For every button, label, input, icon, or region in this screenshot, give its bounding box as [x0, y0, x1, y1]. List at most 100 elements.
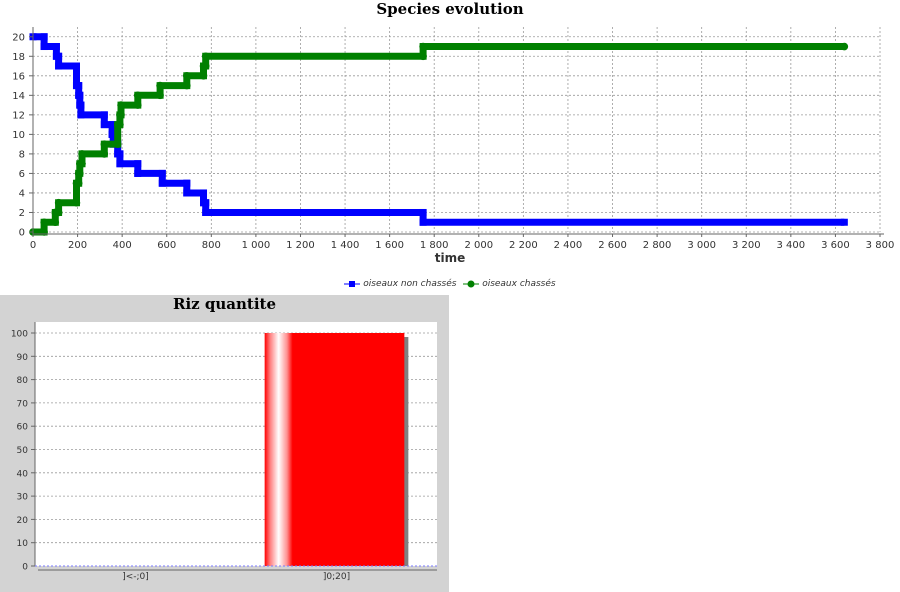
data-point: [54, 198, 63, 207]
legend-square-icon: [344, 280, 361, 287]
y-tick-label: 40: [17, 469, 29, 479]
data-point: [52, 43, 60, 51]
x-tick-label: 3 200: [732, 240, 761, 251]
data-point: [133, 91, 142, 100]
x-tick-label: 3 400: [777, 240, 806, 251]
data-point: [202, 208, 210, 216]
y-tick-label: 10: [17, 539, 29, 549]
y-tick-label: 2: [19, 208, 25, 219]
data-point: [419, 52, 427, 61]
data-point: [182, 72, 191, 80]
y-tick-label: 80: [17, 376, 29, 386]
y-tick-label: 18: [12, 52, 25, 63]
data-point: [109, 130, 117, 138]
data-point: [54, 208, 63, 217]
legend-circle-icon: [463, 280, 480, 287]
data-point: [183, 179, 191, 187]
data-point: [116, 150, 124, 158]
data-point: [133, 101, 142, 109]
y-tick-label: 70: [17, 399, 29, 409]
y-tick-label: 14: [12, 91, 25, 102]
axes: 0 10 20 30 40 50 60 70 80 90 100]<-;0]]0;20]: [11, 322, 437, 582]
y-tick-label: 4: [19, 188, 25, 199]
data-point: [117, 101, 125, 109]
data-point: [134, 169, 142, 177]
data-point: [40, 33, 48, 41]
data-point: [77, 111, 85, 119]
x-tick-label: 1 400: [331, 240, 360, 251]
data-point: [40, 228, 48, 236]
x-tick-label: 2 600: [598, 240, 627, 251]
data-point: [158, 169, 166, 177]
data-point: [72, 62, 80, 70]
y-tick-label: 20: [12, 32, 25, 43]
y-tick-label: 60: [17, 423, 29, 433]
x-tick-label: 0: [30, 240, 36, 251]
chart-title: Species evolution: [376, 0, 524, 18]
y-tick-label: 0: [19, 228, 25, 239]
x-tick-label: ]0;20]: [323, 572, 350, 582]
data-point: [156, 81, 164, 90]
y-tick-label: 20: [17, 516, 29, 526]
data-point: [100, 140, 109, 148]
data-point: [108, 121, 116, 129]
x-tick-label: 1 200: [286, 240, 315, 251]
y-tick-label: 10: [12, 130, 25, 141]
data-point: [840, 218, 848, 226]
x-tick-label: 1 600: [375, 240, 404, 251]
data-point: [113, 140, 122, 148]
x-tick-label: 2 000: [464, 240, 493, 251]
grid-lines: [32, 27, 881, 233]
data-point: [840, 42, 849, 51]
data-point: [117, 111, 125, 119]
data-point: [201, 52, 210, 61]
data-point: [76, 169, 84, 178]
y-tick-label: 100: [11, 330, 28, 340]
data-point: [74, 179, 83, 187]
data-point: [78, 159, 86, 168]
data-point: [40, 43, 48, 51]
y-tick-label: 16: [12, 71, 25, 82]
data-point: [419, 42, 427, 51]
y-tick-label: 12: [12, 110, 25, 121]
data-point: [55, 62, 63, 70]
data-point: [72, 198, 81, 207]
data-point: [116, 160, 124, 168]
x-tick-label: 1 800: [420, 240, 449, 251]
data-point: [55, 52, 63, 60]
legend-label: oiseaux chassés: [482, 279, 556, 289]
x-tick-label: 3 800: [866, 240, 895, 251]
y-tick-label: 0: [22, 563, 28, 573]
legend: oiseaux non chassés oiseaux chassés: [0, 279, 900, 289]
data-point: [78, 150, 86, 158]
y-tick-label: 50: [17, 446, 29, 456]
x-tick-label: 600: [157, 240, 176, 251]
x-tick-label: 400: [113, 240, 132, 251]
data-point: [77, 101, 85, 109]
bars: [264, 333, 409, 566]
y-tick-label: 30: [17, 493, 29, 503]
legend-item-non-chasses: oiseaux non chassés: [344, 279, 456, 289]
y-tick-label: 6: [19, 169, 25, 180]
data-point: [134, 160, 142, 168]
data-point: [183, 189, 191, 197]
x-tick-label: 3 600: [821, 240, 850, 251]
data-point: [100, 111, 108, 119]
x-tick-label: 2 400: [554, 240, 583, 251]
riz-quantite-panel: 0 10 20 30 40 50 60 70 80 90 100]<-;0]]0;20] Riz q…: [0, 295, 449, 592]
data-point: [202, 199, 210, 207]
data-point: [40, 218, 48, 227]
x-tick-label: 3 000: [687, 240, 716, 251]
riz-quantite-chart: 0 10 20 30 40 50 60 70 80 90 100]<-;0]]0;20]: [11, 322, 437, 582]
series-layer: [29, 33, 849, 236]
plot-background: [33, 27, 880, 232]
y-tick-label: 8: [19, 149, 25, 160]
x-tick-label: 2 200: [509, 240, 538, 251]
y-tick-label: 90: [17, 353, 29, 363]
data-point: [182, 81, 191, 90]
data-point: [199, 72, 208, 80]
legend-item-chasses: oiseaux chassés: [463, 279, 556, 289]
x-tick-label: 2 800: [643, 240, 672, 251]
data-point: [116, 120, 124, 129]
